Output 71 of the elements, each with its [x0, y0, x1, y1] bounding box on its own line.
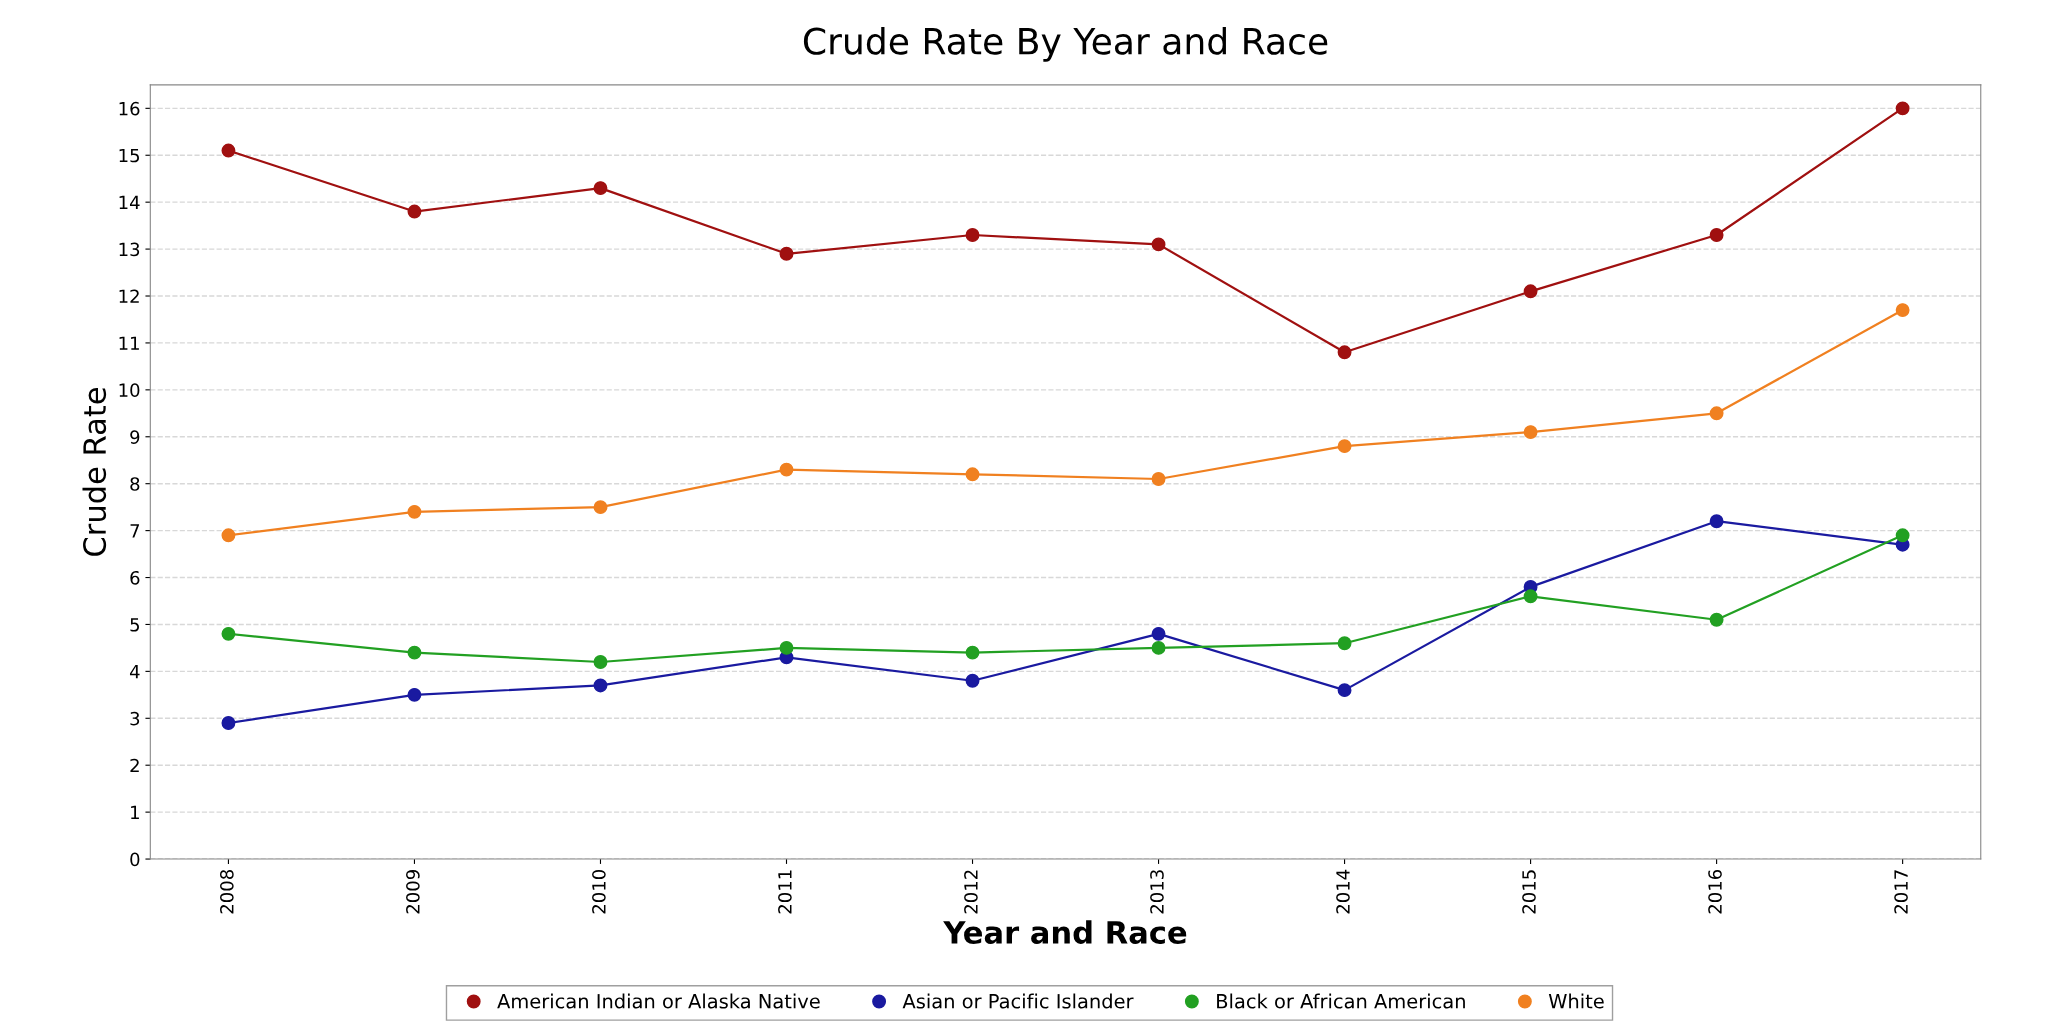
y-tick-label: 5 — [130, 618, 140, 632]
point — [1895, 528, 1910, 543]
x-axis-title: Year and Race — [943, 920, 1187, 944]
y-tick-label: 0 — [130, 852, 140, 867]
y-tick-label: 2 — [130, 758, 139, 773]
point — [407, 687, 422, 702]
point — [1151, 237, 1166, 252]
chart-title: Crude Rate By Year and Race — [803, 26, 1328, 62]
x-tick-label: 2011 — [778, 870, 792, 914]
point — [593, 181, 608, 196]
y-tick-label: 1 — [131, 805, 139, 819]
point — [1151, 640, 1166, 655]
y-tick-label: 9 — [130, 430, 140, 444]
point — [965, 228, 980, 242]
point — [593, 500, 608, 515]
point — [221, 626, 236, 641]
y-tick-label: 6 — [130, 570, 140, 585]
point — [407, 504, 422, 519]
point — [779, 640, 794, 655]
x-tick-label: 2009 — [406, 870, 420, 914]
y-tick-label: 15 — [119, 148, 140, 163]
point — [407, 204, 422, 219]
legend-label: White — [1548, 993, 1604, 1009]
point — [221, 143, 236, 158]
y-tick-label: 11 — [119, 336, 139, 350]
y-tick-label: 8 — [130, 477, 140, 491]
point — [1709, 612, 1724, 627]
point — [1337, 683, 1352, 698]
point — [1523, 425, 1538, 440]
x-tick-label: 2016 — [1708, 869, 1722, 914]
x-tick-label: 2014 — [1336, 869, 1350, 914]
x-tick-label: 2017 — [1894, 870, 1908, 914]
y-tick-label: 3 — [130, 711, 140, 726]
point — [1151, 472, 1166, 486]
point — [1709, 406, 1724, 421]
point — [1709, 514, 1724, 529]
y-tick-label: 12 — [119, 289, 139, 303]
y-tick-label: 13 — [119, 242, 140, 257]
legend-label: Black or African American — [1217, 993, 1465, 1009]
point — [965, 645, 980, 660]
point — [221, 716, 236, 730]
x-tick-label: 2008 — [220, 870, 234, 914]
point — [1151, 626, 1166, 641]
y-tick-label: 16 — [119, 101, 140, 116]
point — [1895, 101, 1910, 116]
point — [965, 467, 980, 482]
point — [1523, 284, 1538, 299]
point — [1337, 439, 1352, 454]
point — [779, 246, 794, 261]
y-axis-title: Crude Rate — [82, 387, 107, 556]
point — [1895, 303, 1910, 318]
point — [965, 673, 980, 688]
legend-label: American Indian or Alaska Native — [497, 993, 820, 1009]
point — [1709, 228, 1724, 242]
x-tick-label: 2012 — [964, 870, 978, 914]
point — [593, 655, 608, 669]
x-tick-label: 2015 — [1522, 870, 1536, 914]
y-tick-label: 10 — [119, 383, 140, 397]
x-tick-label: 2013 — [1150, 870, 1164, 914]
point — [1337, 636, 1352, 651]
point — [221, 528, 236, 543]
y-tick-label: 14 — [119, 195, 140, 210]
point — [593, 678, 608, 693]
x-tick-label: 2010 — [592, 869, 606, 914]
point — [779, 462, 794, 477]
y-tick-label: 4 — [129, 665, 140, 679]
point — [407, 645, 422, 660]
y-tick-label: 7 — [130, 524, 140, 538]
legend-label: Asian or Pacific Islander — [902, 993, 1134, 1009]
point — [1523, 589, 1538, 604]
point — [1337, 345, 1352, 360]
